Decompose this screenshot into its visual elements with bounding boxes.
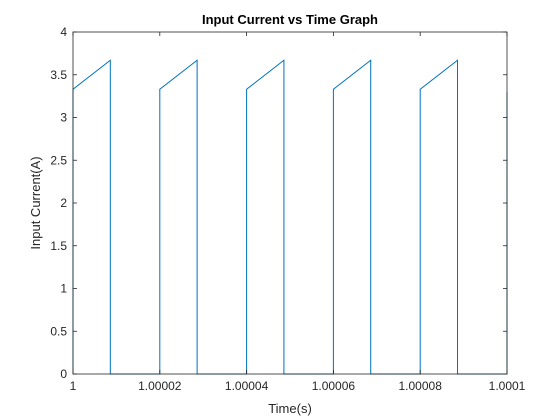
y-axis-ticks: 0 0.5 1 1.5 2 2.5 3 3.5 4 [50,25,507,381]
x-tick-label: 1 [70,379,77,393]
x-tick-label: 1.0001 [489,379,526,393]
x-tick-label: 1.00002 [138,379,182,393]
x-axis-ticks: 1 1.00002 1.00004 1.00006 1.00008 1.0001 [70,32,526,393]
y-tick-label: 0 [60,367,67,381]
x-axis-label: Time(s) [268,401,312,416]
y-tick-label: 3.5 [50,68,67,82]
x-tick-label: 1.00006 [312,379,356,393]
y-axis-label: Input Current(A) [28,156,43,249]
y-tick-label: 1.5 [50,239,67,253]
y-tick-label: 2 [60,196,67,210]
x-tick-label: 1.00004 [225,379,269,393]
plot-area [73,32,507,374]
y-tick-label: 4 [60,25,67,39]
y-tick-label: 3 [60,111,67,125]
x-tick-label: 1.00008 [399,379,443,393]
chart-title: Input Current vs Time Graph [202,12,378,27]
y-tick-label: 1 [60,282,67,296]
y-tick-label: 0.5 [50,324,67,338]
y-tick-label: 2.5 [50,153,67,167]
